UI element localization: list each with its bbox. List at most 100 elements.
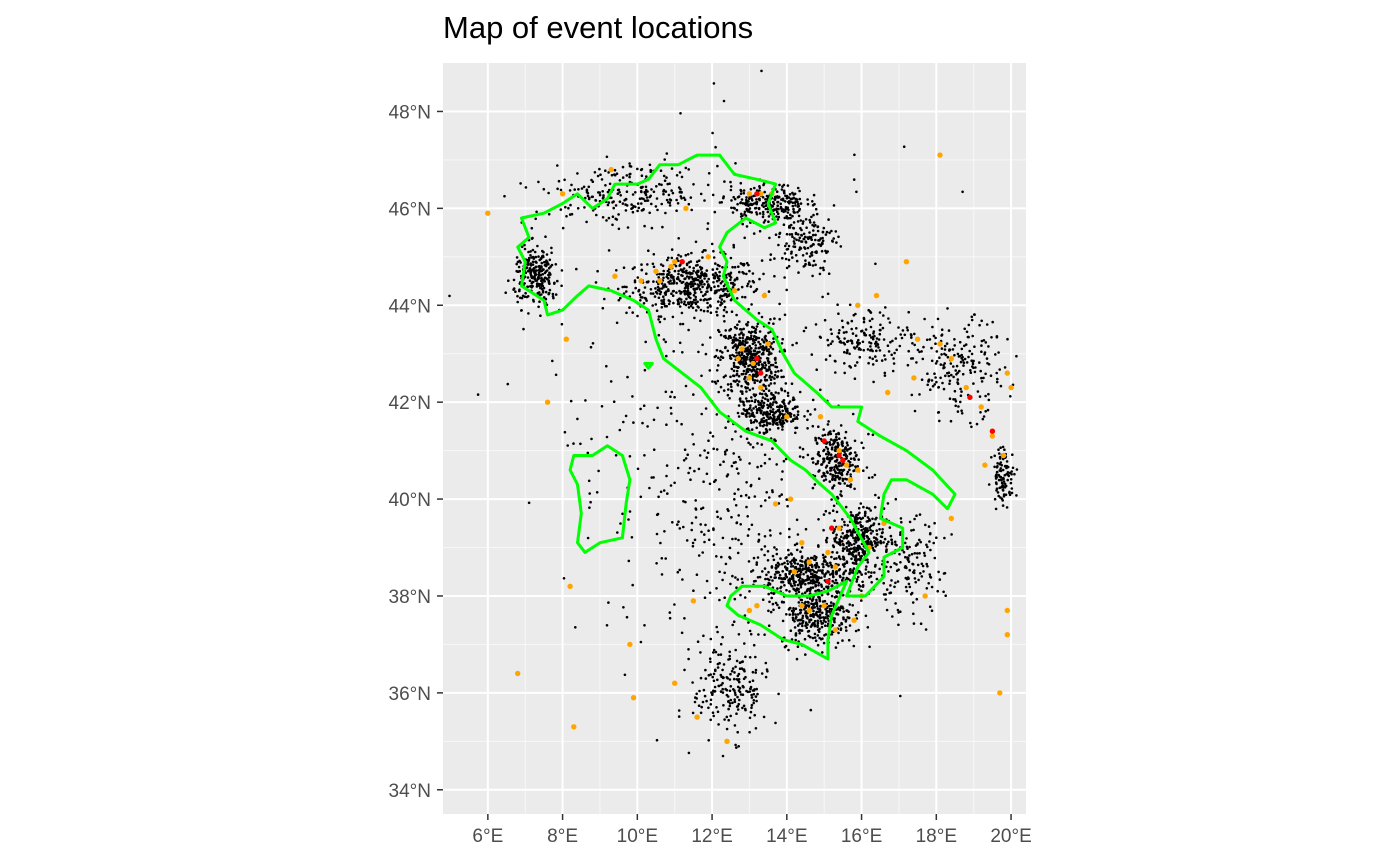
event-point: [683, 617, 686, 620]
event-point: [654, 303, 658, 306]
event-point: [740, 384, 743, 388]
event-point: [724, 452, 727, 456]
event-point: [636, 209, 639, 213]
event-point: [834, 464, 838, 467]
event-point: [809, 221, 812, 224]
event-point: [685, 539, 689, 542]
event-point: [1006, 471, 1010, 474]
event-point: [829, 472, 832, 476]
event-point: [791, 407, 795, 411]
event-point: [940, 347, 944, 350]
event-point: [662, 276, 665, 280]
event-point: [755, 426, 758, 430]
event-point: [756, 379, 759, 383]
event-point: [732, 688, 735, 691]
event-point: [862, 320, 866, 324]
event-point: [628, 173, 631, 176]
event-point: [821, 562, 824, 566]
event-point: [662, 188, 666, 192]
event-point: [829, 438, 833, 441]
event-point: [888, 321, 892, 324]
event-point: [872, 522, 876, 525]
event-point: [960, 390, 963, 393]
event-point: [771, 554, 775, 558]
event-point: [771, 403, 774, 407]
event-point: [796, 186, 800, 190]
event-point: [864, 614, 868, 618]
event-point: [890, 541, 894, 544]
event-point: [694, 309, 698, 312]
event-point: [804, 600, 807, 604]
event-point: [868, 356, 872, 359]
event-point: [863, 333, 866, 337]
event-point: [745, 505, 748, 509]
event-point: [857, 583, 861, 587]
event-point: [786, 504, 789, 508]
event-point: [702, 688, 706, 692]
event-point: [703, 283, 706, 286]
event-point: [750, 414, 753, 417]
event-point: [933, 372, 936, 376]
event-point: [772, 393, 775, 397]
event-point: [745, 399, 749, 403]
event-point: [765, 421, 769, 425]
event-point: [721, 578, 724, 582]
event-point: [707, 284, 711, 288]
event-point: [744, 380, 748, 384]
event-point: [751, 342, 755, 346]
event-point: [680, 191, 683, 194]
event-point: [735, 313, 738, 317]
event-point: [874, 355, 877, 358]
event-point: [860, 441, 863, 445]
event-point: [745, 196, 748, 199]
event-point: [696, 283, 699, 286]
event-point: [759, 379, 763, 382]
event-point: [614, 217, 617, 221]
event-point: [687, 261, 691, 264]
event-point: [799, 550, 802, 553]
event-point: [692, 443, 695, 446]
event-point: [970, 315, 974, 319]
event-point: [913, 517, 916, 521]
event-point: [741, 693, 745, 696]
event-point: [726, 383, 730, 386]
event-point: [616, 531, 619, 534]
event-point: [717, 328, 720, 332]
event-point: [759, 345, 762, 349]
event-point: [712, 527, 715, 530]
event-point: [826, 570, 829, 573]
event-point: [781, 562, 784, 566]
event-point: [824, 509, 828, 513]
event-point: [832, 575, 835, 578]
event-point: [822, 457, 826, 461]
event-point: [972, 382, 975, 385]
event-point: [855, 327, 858, 330]
event-point: [672, 301, 675, 305]
event-point: [731, 282, 735, 285]
event-point: [738, 397, 742, 400]
event-point: [812, 615, 815, 619]
event-point: [869, 532, 873, 535]
event-point: [745, 323, 748, 326]
event-point: [765, 418, 768, 422]
event-point: [721, 681, 724, 685]
event-point: [739, 494, 743, 498]
event-point: [734, 504, 738, 507]
event-point: [658, 287, 661, 291]
event-point: [804, 621, 808, 624]
event-point: [836, 641, 840, 645]
event-point: [760, 259, 764, 262]
event-point: [823, 259, 826, 263]
event-point: [836, 447, 842, 454]
event-point: [764, 198, 767, 201]
event-point: [999, 384, 1003, 388]
event-point: [752, 281, 756, 284]
event-point: [730, 515, 733, 519]
event-point: [864, 568, 868, 571]
event-point: [713, 480, 716, 484]
event-point: [771, 396, 775, 400]
event-point: [715, 413, 719, 416]
event-point: [945, 342, 949, 345]
event-point: [877, 522, 881, 526]
event-point: [890, 538, 893, 541]
